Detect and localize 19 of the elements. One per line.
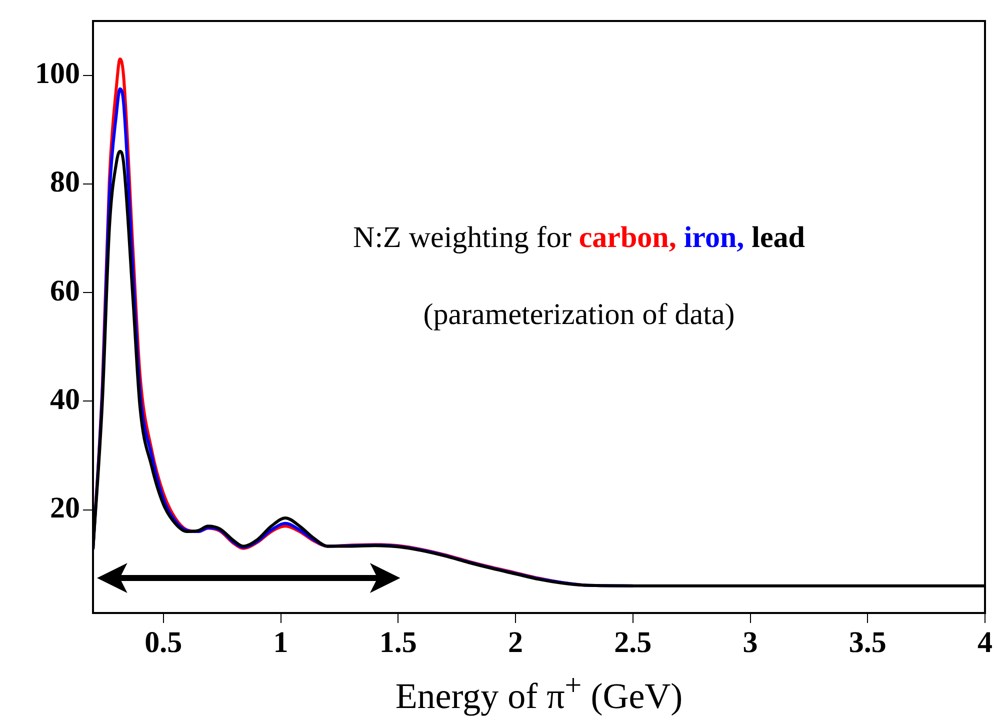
x-tick-label: 0.5 bbox=[144, 626, 182, 659]
y-tick-label: 40 bbox=[50, 382, 80, 416]
y-tick-label: 60 bbox=[50, 274, 80, 308]
x-tick-label: 2 bbox=[508, 626, 524, 659]
x-tick-label: 3 bbox=[742, 626, 758, 659]
x-tick-label: 4 bbox=[978, 626, 992, 659]
y-tick-label: 100 bbox=[35, 57, 80, 90]
text: lead bbox=[752, 220, 806, 254]
x-tick-label: 1 bbox=[273, 626, 288, 659]
y-tick-label: 80 bbox=[50, 166, 80, 199]
annotation: N:Z weighting for bbox=[353, 220, 579, 254]
x-tick-label: 2.5 bbox=[614, 626, 652, 659]
annotation: (parameterization of data) bbox=[423, 298, 735, 331]
x-axis-title: Energy of π$^{+}$ (GeV) bbox=[394, 669, 684, 717]
text: iron, bbox=[684, 220, 752, 254]
y-tick-label: 20 bbox=[50, 492, 80, 525]
text: carbon, bbox=[578, 220, 684, 254]
x-tick-label: 3.5 bbox=[848, 626, 886, 659]
x-tick-label: 1.5 bbox=[379, 626, 417, 659]
